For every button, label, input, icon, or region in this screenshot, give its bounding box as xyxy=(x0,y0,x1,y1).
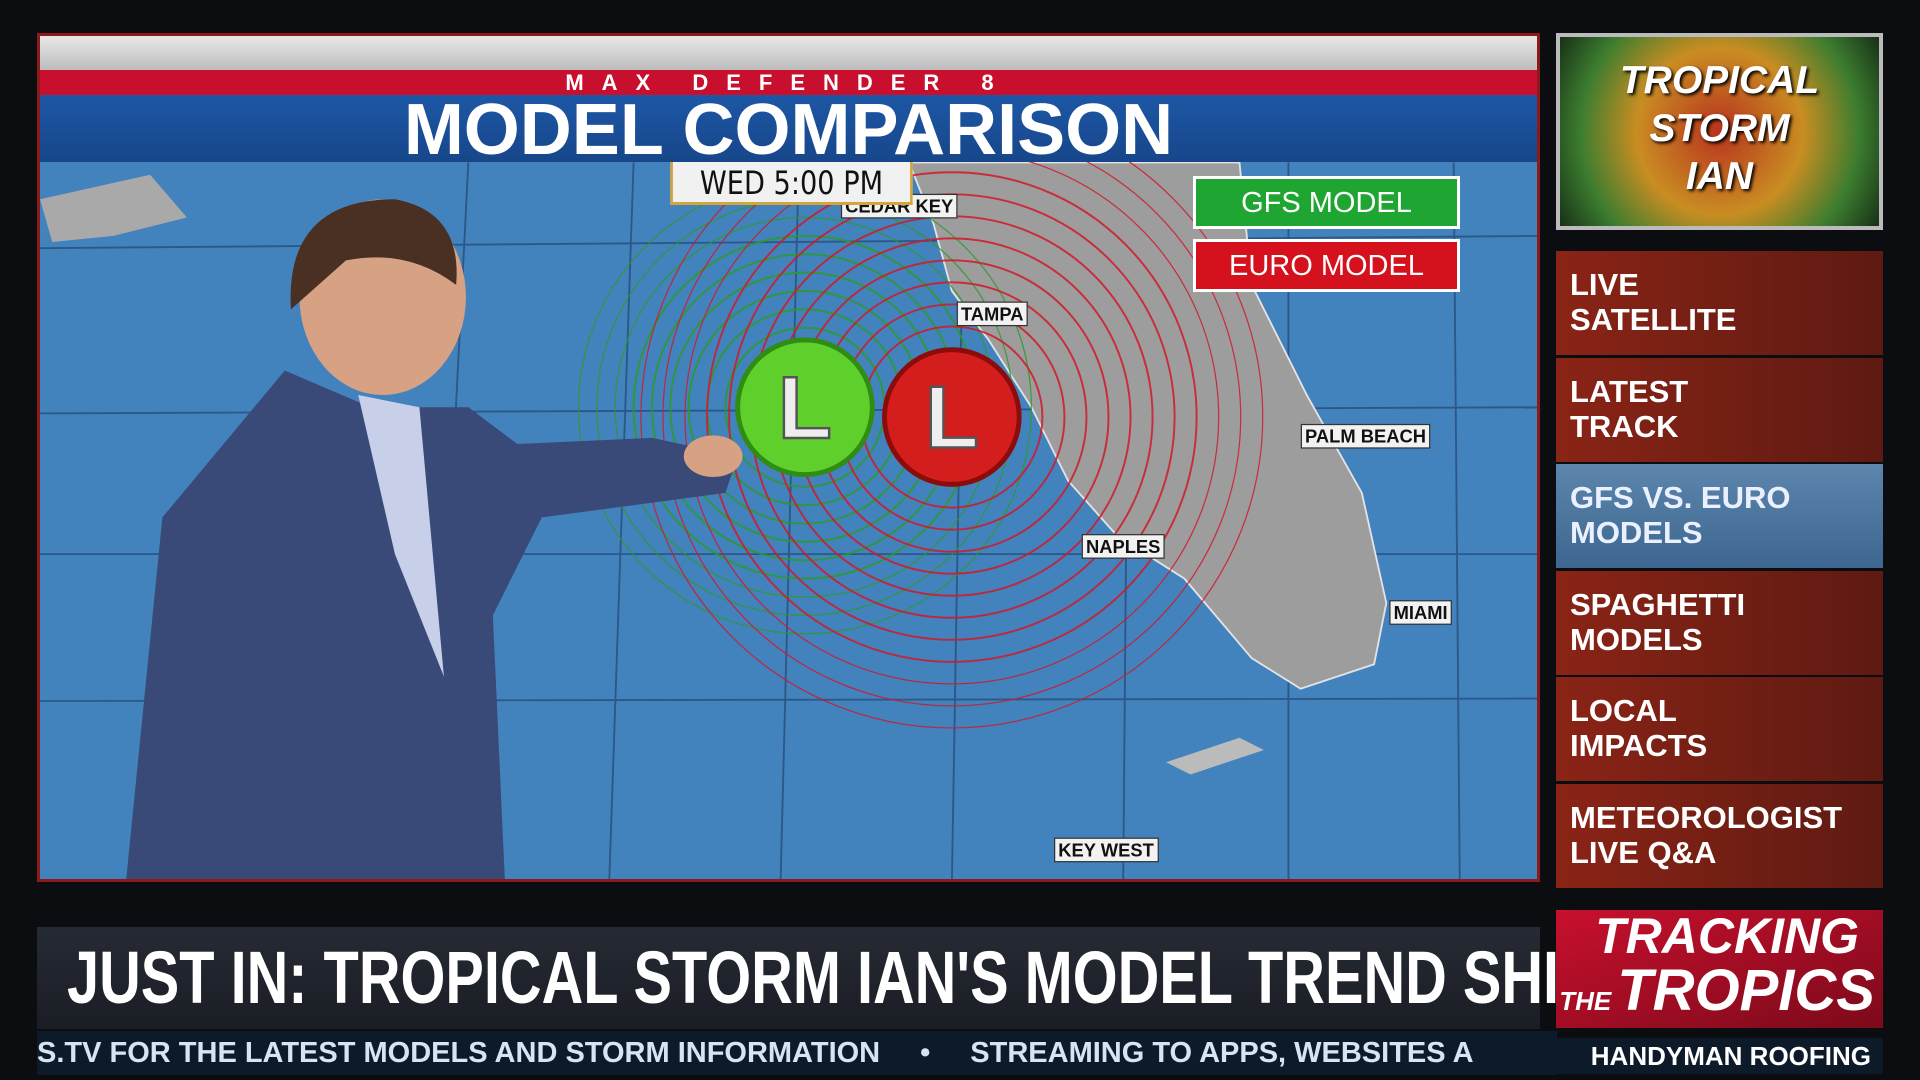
time-box: WED 5:00 PM xyxy=(670,162,913,205)
land xyxy=(40,174,187,243)
label-bg xyxy=(1389,600,1452,625)
crawl-text: S.TV FOR THE LATEST MODELS AND STORM INF… xyxy=(37,1037,881,1069)
label-bg xyxy=(1300,423,1431,449)
map-label: PALM BEACH xyxy=(1305,426,1426,447)
network-name: MAX DEFENDER 8 xyxy=(40,70,1537,95)
map-label: MIAMI xyxy=(1394,602,1448,623)
storm-marker xyxy=(882,347,1022,487)
sidebar-title: TROPICAL STORM IAN xyxy=(1556,33,1883,230)
logo-line: TROPICS xyxy=(1617,958,1875,1023)
crawl: S.TV FOR THE LATEST MODELS AND STORM INF… xyxy=(37,1031,1557,1075)
map-label: TAMPA xyxy=(961,303,1023,324)
storm-letter: L xyxy=(925,368,979,467)
menu-item-line: SATELLITE xyxy=(1570,302,1737,337)
logo: TRACKING THE TROPICS xyxy=(1556,910,1883,1028)
menu-item-line: TRACK xyxy=(1570,408,1679,444)
crawl-text: • xyxy=(920,1037,931,1069)
menu-item-line: LIVE xyxy=(1570,267,1639,302)
sidebar-title-line: IAN xyxy=(1685,155,1754,198)
legend-euro: EURO MODEL xyxy=(1193,239,1460,292)
label-bg xyxy=(1081,534,1165,559)
menu-item-line: IMPACTS xyxy=(1570,728,1708,763)
menu-item-line: LATEST xyxy=(1570,373,1689,409)
logo-line: TRACKING xyxy=(1595,908,1859,964)
crawl-text: STREAMING TO APPS, WEBSITES A xyxy=(970,1037,1474,1069)
menu-item-line: MODELS xyxy=(1570,515,1703,550)
menu-item[interactable]: LATEST TRACK xyxy=(1556,357,1883,462)
keys xyxy=(1166,737,1264,775)
label-bg xyxy=(1054,837,1159,863)
menu-item-line: MODELS xyxy=(1570,621,1703,657)
menu-item-line: LIVE Q&A xyxy=(1570,834,1717,870)
headline: JUST IN: TROPICAL STORM IAN'S MODEL TREN… xyxy=(67,936,1839,1019)
label-bg xyxy=(956,301,1028,327)
legend-gfs: GFS MODEL xyxy=(1193,176,1460,229)
map-label: NAPLES xyxy=(1086,536,1160,557)
headline-bar: JUST IN: TROPICAL STORM IAN'S MODEL TREN… xyxy=(37,927,1838,1029)
menu-item[interactable]: METEOROLOGIST LIVE Q&A xyxy=(1556,783,1883,888)
sponsor: HANDYMAN ROOFING xyxy=(1556,1038,1883,1074)
menu-item-line: SPAGHETTI xyxy=(1570,586,1746,622)
menu-item[interactable]: GFS VS. EURO MODELS xyxy=(1556,464,1883,568)
menu-item-line: LOCAL xyxy=(1570,693,1677,728)
top-bar xyxy=(40,36,1537,70)
logo-line: THE xyxy=(1559,986,1612,1016)
sidebar-title-line: STORM xyxy=(1649,107,1790,150)
title: MODEL COMPARISON xyxy=(40,94,1537,166)
menu-item[interactable]: SPAGHETTI MODELS xyxy=(1556,570,1883,675)
menu-item[interactable]: LIVE SATELLITE xyxy=(1556,251,1883,355)
map-label: KEY WEST xyxy=(1058,839,1154,860)
menu-item-line: METEOROLOGIST xyxy=(1570,799,1843,835)
menu-item-line: GFS VS. EURO xyxy=(1570,480,1791,515)
sidebar-title-line: TROPICAL xyxy=(1619,59,1820,102)
ring xyxy=(706,171,1198,663)
presenter xyxy=(126,199,743,879)
storm-marker xyxy=(735,337,875,478)
menu-item[interactable]: LOCAL IMPACTS xyxy=(1556,677,1883,781)
storm-letter: L xyxy=(778,358,832,457)
